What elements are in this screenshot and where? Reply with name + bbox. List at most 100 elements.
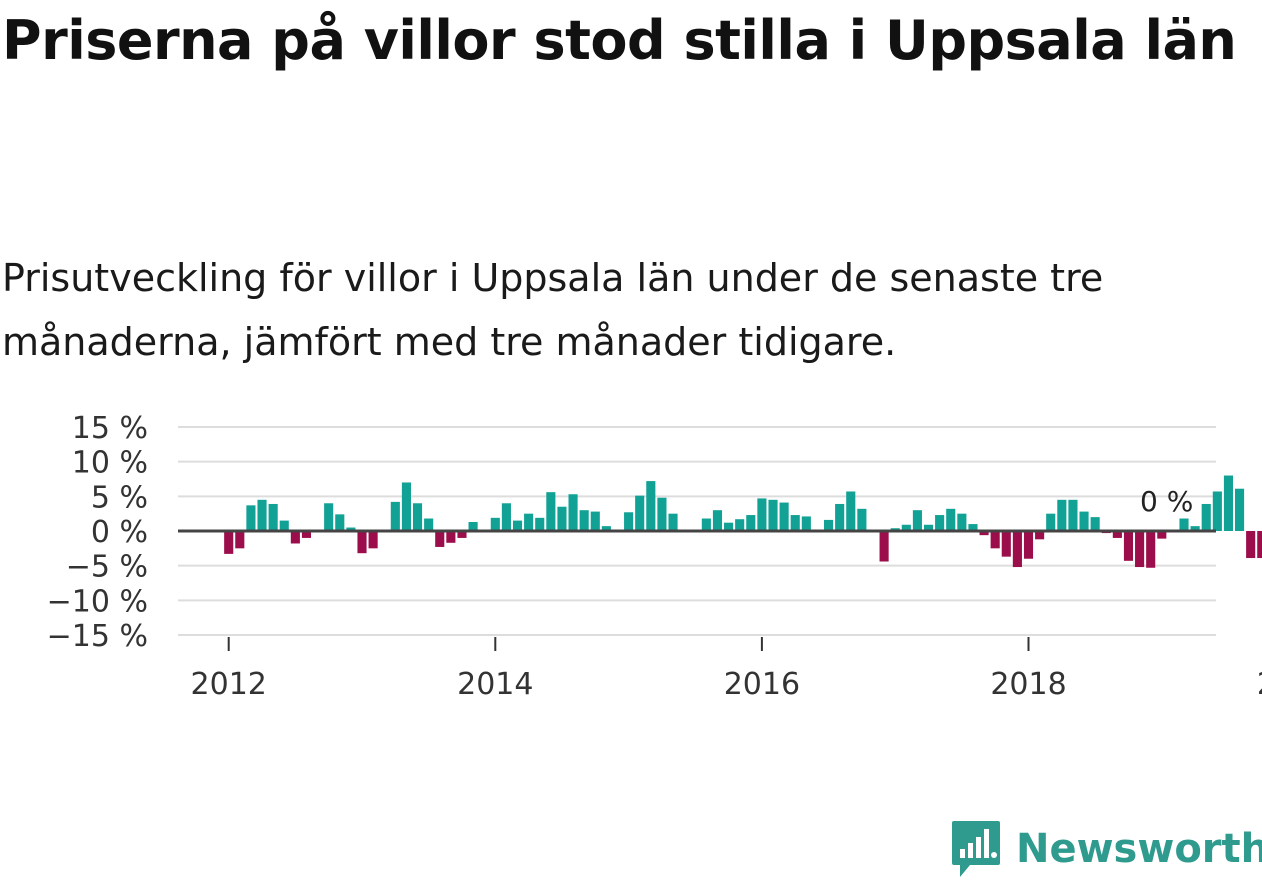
bar	[268, 503, 278, 531]
bar	[1235, 488, 1245, 531]
bar	[468, 521, 478, 531]
bar	[624, 512, 634, 531]
y-tick-label: 15 %	[72, 411, 148, 446]
bar	[1146, 531, 1156, 568]
bar	[1157, 531, 1167, 539]
bar	[1035, 531, 1045, 540]
bar	[1201, 503, 1211, 531]
chart-title: Priserna på villor stod stilla i Uppsala…	[2, 9, 1237, 72]
bar	[401, 482, 411, 531]
bar	[857, 508, 867, 531]
bar	[457, 531, 467, 538]
bar	[235, 531, 245, 549]
bar	[324, 503, 334, 531]
bar	[390, 501, 400, 531]
bar	[801, 516, 811, 531]
x-tick-label: 2014	[457, 667, 533, 702]
bar	[1046, 513, 1056, 531]
bar	[1001, 531, 1011, 557]
bar	[923, 524, 934, 531]
bar	[435, 531, 445, 547]
bar	[790, 515, 800, 531]
grid-lines	[178, 426, 1216, 636]
bar	[657, 497, 667, 531]
bar	[368, 531, 378, 549]
bar	[879, 531, 889, 562]
bar	[1079, 511, 1089, 531]
bar	[946, 508, 956, 531]
bar	[968, 524, 978, 531]
bar	[1223, 475, 1234, 531]
last-value-label: 0 %	[1140, 485, 1193, 518]
bar	[835, 503, 845, 531]
x-tick-label: 2012	[191, 667, 267, 702]
bar	[546, 492, 556, 531]
bar	[590, 511, 600, 531]
bar	[701, 518, 711, 531]
bar	[979, 531, 989, 536]
bar	[1179, 518, 1189, 531]
brand-name: Newsworthy	[1016, 826, 1262, 872]
bar	[557, 506, 567, 531]
bar	[668, 513, 678, 531]
bar-chart: 15 %10 %5 %0 %−5 %−10 %−15 % 2012 2014 201…	[47, 411, 1262, 702]
bar	[224, 531, 234, 554]
y-tick-label: 10 %	[72, 446, 148, 481]
x-tick-label: 2018	[990, 667, 1066, 702]
bar	[446, 531, 456, 543]
bar	[646, 481, 656, 531]
bars	[224, 475, 1262, 568]
bar	[1246, 531, 1256, 559]
bar	[1190, 526, 1200, 531]
bar	[524, 513, 534, 531]
y-tick-label: −10 %	[47, 584, 148, 619]
bar	[768, 499, 778, 531]
bar	[512, 520, 523, 531]
bar	[846, 491, 856, 531]
bar	[1212, 491, 1222, 531]
bar	[735, 519, 745, 531]
bar	[990, 531, 1000, 549]
bar	[1112, 531, 1122, 538]
bar	[957, 513, 967, 531]
bar	[746, 515, 756, 531]
bar	[568, 494, 578, 531]
bar	[1012, 531, 1022, 568]
bar	[301, 531, 312, 538]
bar	[424, 518, 434, 531]
bar	[601, 526, 611, 531]
bar	[779, 502, 789, 531]
bar	[335, 514, 345, 531]
bar	[1123, 531, 1134, 561]
bar	[1090, 517, 1100, 531]
bar	[357, 531, 367, 554]
bar	[757, 498, 767, 531]
x-tick-label: 2016	[724, 667, 800, 702]
y-tick-label: −5 %	[66, 550, 148, 585]
x-tick-label: 2020	[1257, 667, 1262, 702]
bar	[1023, 531, 1034, 559]
y-axis: 15 %10 %5 %0 %−5 %−10 %−15 %	[47, 411, 148, 654]
chart-bubble-icon	[952, 821, 1000, 877]
bar	[346, 527, 356, 531]
bar	[246, 505, 256, 531]
y-tick-label: 0 %	[91, 515, 148, 550]
chart-subtitle: Prisutveckling för villor i Uppsala län …	[2, 256, 1104, 364]
annotations: 0 %	[1140, 485, 1193, 518]
bar	[535, 517, 545, 531]
newsworthy-logo: Newsworthy	[950, 818, 1262, 880]
bar	[712, 510, 723, 531]
bar	[824, 519, 834, 531]
bar	[912, 510, 922, 531]
bar	[1257, 531, 1262, 559]
y-tick-label: 5 %	[91, 480, 148, 515]
bar	[1068, 499, 1078, 531]
x-axis: 20122014201620182020202220242026	[191, 637, 1262, 702]
bar	[635, 495, 645, 531]
bar	[1057, 499, 1067, 531]
bar	[579, 510, 589, 531]
bar	[257, 499, 267, 531]
bar	[501, 503, 511, 531]
bar	[290, 531, 300, 544]
bar	[1135, 531, 1145, 568]
